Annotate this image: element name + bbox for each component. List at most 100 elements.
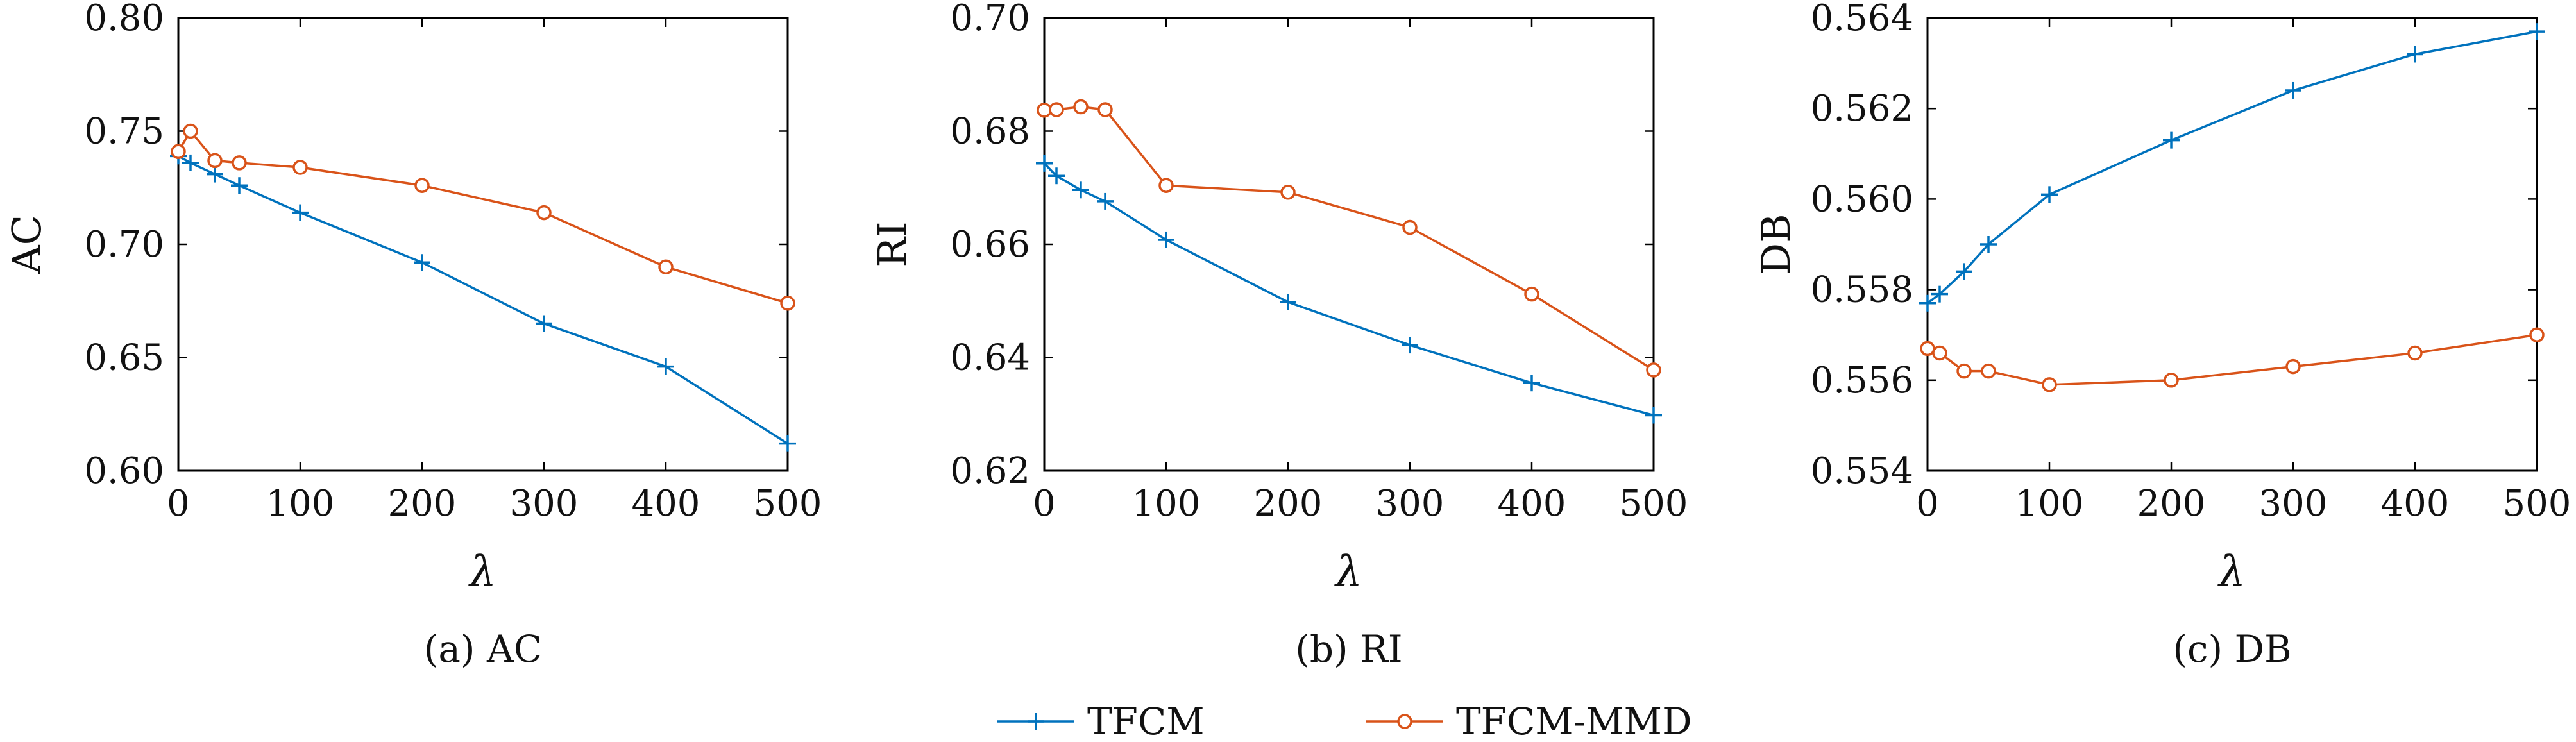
y-tick-label: 0.60 bbox=[84, 450, 164, 492]
y-axis-label: DB bbox=[1752, 214, 1799, 274]
data-point-tfcm bbox=[1919, 294, 1936, 312]
circle-marker bbox=[1397, 714, 1412, 729]
y-axis-label: RI bbox=[869, 221, 916, 267]
data-point-tfcm-mmd bbox=[1524, 286, 1539, 302]
data-point-tfcm-mmd bbox=[1280, 185, 1296, 200]
data-point-tfcm-mmd bbox=[1049, 102, 1064, 117]
plot-frame bbox=[177, 17, 789, 472]
y-tick-label: 0.70 bbox=[950, 0, 1030, 39]
data-point-tfcm-mmd bbox=[1956, 363, 1972, 379]
data-point-tfcm bbox=[231, 177, 248, 194]
data-point-tfcm-mmd bbox=[2285, 358, 2301, 375]
data-point-tfcm-mmd bbox=[207, 153, 223, 169]
x-tick-label: 400 bbox=[1498, 483, 1566, 525]
data-point-tfcm bbox=[1931, 285, 1948, 303]
data-point-tfcm bbox=[2041, 186, 2058, 203]
data-point-tfcm bbox=[1523, 375, 1540, 392]
data-point-tfcm bbox=[2163, 131, 2180, 149]
panel-caption: (c) DB bbox=[2173, 627, 2291, 671]
data-point-tfcm-mmd bbox=[2042, 377, 2057, 392]
series-line-tfcm-mmd bbox=[1044, 105, 1654, 371]
data-point-tfcm-mmd bbox=[658, 259, 674, 275]
y-tick-label: 0.68 bbox=[950, 111, 1030, 153]
y-tick-label: 0.554 bbox=[1811, 450, 1913, 492]
data-point-tfcm-mmd bbox=[1646, 362, 1661, 378]
y-tick-label: 0.558 bbox=[1811, 269, 1913, 311]
data-point-tfcm-mmd bbox=[292, 160, 308, 175]
legend-label: TFCM-MMD bbox=[1456, 700, 1692, 742]
legend-label: TFCM bbox=[1087, 700, 1205, 742]
data-point-tfcm-mmd bbox=[1158, 178, 1174, 193]
y-tick-label: 0.70 bbox=[84, 224, 164, 266]
x-tick-label: 0 bbox=[167, 483, 190, 525]
data-point-tfcm-mmd bbox=[2529, 327, 2545, 342]
data-point-tfcm bbox=[2407, 46, 2423, 63]
chart-panel-2: 0 100 200 300 400 500 0.62 0.64 0.66 0.68 0.70 λ RI (… bbox=[869, 0, 1688, 671]
data-point-tfcm-mmd bbox=[183, 123, 198, 139]
data-point-tfcm bbox=[182, 154, 199, 171]
x-tick-label: 500 bbox=[754, 483, 822, 525]
legend: TFCM TFCM-MMD bbox=[997, 700, 1692, 742]
data-point-tfcm bbox=[779, 435, 796, 452]
x-tick-label: 300 bbox=[2259, 483, 2328, 525]
data-point-tfcm-mmd bbox=[232, 155, 247, 171]
y-tick-label: 0.564 bbox=[1811, 0, 1913, 39]
legend-item-tfcm: TFCM bbox=[997, 700, 1205, 742]
x-tick-label: 100 bbox=[1132, 483, 1201, 525]
y-tick-label: 0.65 bbox=[84, 337, 164, 379]
y-tick-label: 0.560 bbox=[1811, 178, 1913, 220]
data-point-tfcm bbox=[1072, 181, 1089, 199]
data-point-tfcm-mmd bbox=[536, 205, 552, 221]
x-tick-label: 100 bbox=[266, 483, 335, 525]
data-point-tfcm bbox=[1645, 407, 1662, 424]
series-line-tfcm-mmd bbox=[1927, 333, 2538, 386]
data-point-tfcm-mmd bbox=[1402, 219, 1418, 235]
data-point-tfcm-mmd bbox=[414, 178, 430, 193]
plot-frame bbox=[1043, 17, 1655, 472]
data-point-tfcm bbox=[1980, 236, 1997, 253]
data-point-tfcm-mmd bbox=[1920, 341, 1935, 357]
data-point-tfcm-mmd bbox=[780, 296, 795, 311]
y-tick-label: 0.80 bbox=[84, 0, 164, 39]
y-tick-label: 0.556 bbox=[1811, 360, 1913, 401]
y-tick-label: 0.64 bbox=[950, 337, 1030, 379]
data-point-tfcm-mmd bbox=[2407, 345, 2423, 361]
data-point-tfcm bbox=[657, 358, 674, 375]
data-point-tfcm bbox=[1158, 231, 1174, 248]
data-point-tfcm bbox=[1036, 155, 1053, 172]
series-line-tfcm-mmd bbox=[177, 130, 788, 305]
data-point-tfcm bbox=[2285, 81, 2301, 99]
data-point-tfcm-mmd bbox=[1097, 102, 1113, 117]
x-axis-label: λ bbox=[1334, 547, 1362, 596]
x-tick-label: 0 bbox=[1916, 483, 1939, 525]
x-axis-label: λ bbox=[468, 547, 496, 596]
x-tick-label: 300 bbox=[510, 483, 579, 525]
data-point-tfcm-mmd bbox=[171, 144, 186, 160]
y-tick-label: 0.562 bbox=[1811, 88, 1913, 130]
data-point-tfcm bbox=[536, 315, 552, 332]
panel-caption: (b) RI bbox=[1295, 627, 1402, 671]
data-point-tfcm-mmd bbox=[1037, 103, 1052, 118]
data-point-tfcm-mmd bbox=[1981, 363, 1996, 379]
data-point-tfcm-mmd bbox=[2164, 373, 2179, 388]
data-point-tfcm-mmd bbox=[1073, 99, 1089, 115]
plot-frame bbox=[1926, 17, 2538, 472]
x-tick-label: 300 bbox=[1376, 483, 1445, 525]
panel-caption: (a) AC bbox=[424, 627, 543, 671]
data-point-tfcm bbox=[1048, 167, 1065, 185]
x-tick-label: 400 bbox=[632, 483, 700, 525]
x-tick-label: 200 bbox=[2137, 483, 2206, 525]
x-tick-label: 500 bbox=[1620, 483, 1688, 525]
x-tick-label: 0 bbox=[1033, 483, 1056, 525]
x-tick-label: 400 bbox=[2381, 483, 2450, 525]
data-point-tfcm bbox=[292, 204, 309, 221]
legend-item-tfcm-mmd: TFCM-MMD bbox=[1366, 700, 1692, 742]
chart-panels: 0 100 200 300 400 500 0.60 0.65 0.70 0.75 0.80 λ AC (… bbox=[3, 0, 2571, 671]
data-point-tfcm bbox=[1956, 263, 1972, 280]
data-point-tfcm-mmd bbox=[1932, 345, 1947, 361]
x-tick-label: 200 bbox=[1254, 483, 1323, 525]
y-axis-label: AC bbox=[3, 215, 50, 274]
data-point-tfcm bbox=[1280, 294, 1296, 311]
chart-panel-3: 0 100 200 300 400 500 0.554 0.556 0.558 0.560 0.56… bbox=[1752, 0, 2571, 671]
